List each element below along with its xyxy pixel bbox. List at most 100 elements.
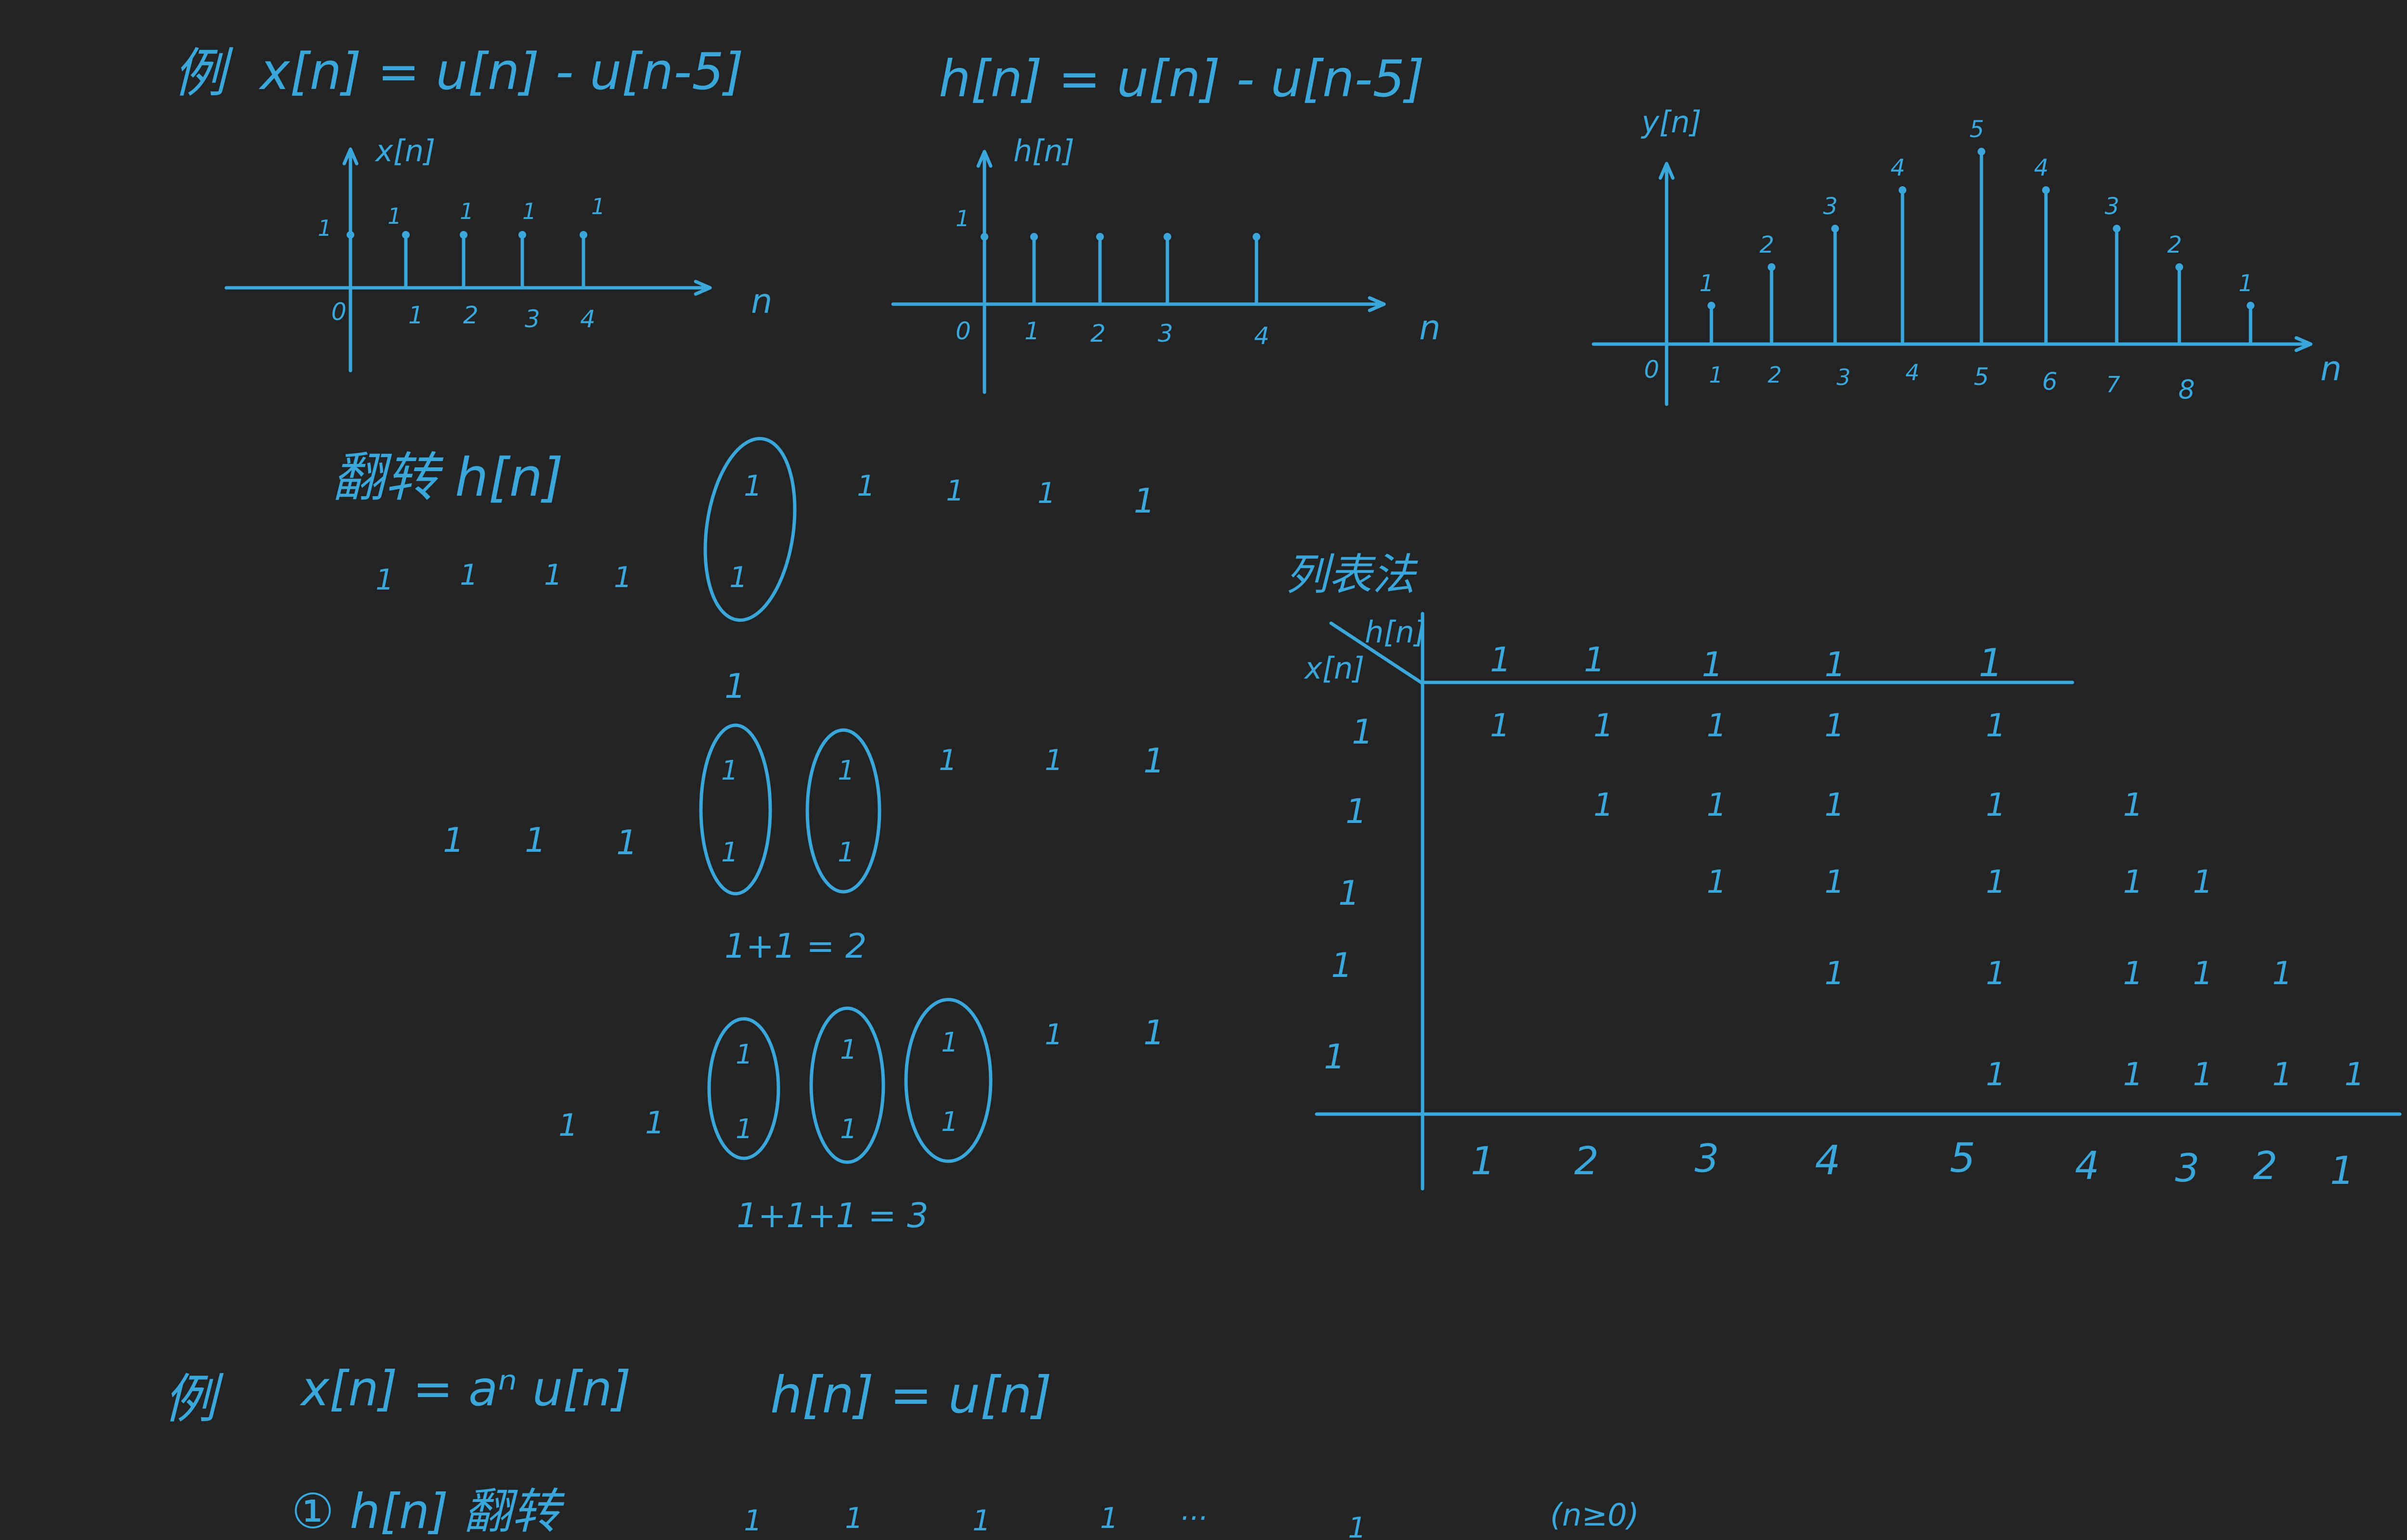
plot-y-value-label: 2: [1760, 231, 1774, 258]
example2-label: 例: [164, 1368, 224, 1430]
table-product-cell: 1: [1825, 786, 1845, 823]
plot-h-axis-arrow: [1368, 296, 1386, 312]
table-method: 列表法 h[n] x[n] 1 1 1 1 1 1 1 1 1 1 1 1 1 1 1 1…: [1285, 550, 2402, 1193]
table-left-cell: 1: [1346, 792, 1367, 831]
flip-row2-ellipse-1-top: 1: [721, 755, 738, 786]
table-bottom-cell: 2: [2253, 1143, 2278, 1188]
plot-y-stem-dot: [2042, 186, 2050, 194]
flip-row1-overlap-bottom: 1: [729, 561, 748, 594]
flip-row3-ellipse-2: [809, 1006, 885, 1164]
example2-step: ① h[n] 翻转: [291, 1483, 565, 1540]
plot-y-tick: 7: [2106, 372, 2120, 398]
example2-condition: (n≥0): [1550, 1498, 1639, 1533]
flip-row3-ellipse-3: [904, 998, 993, 1163]
flip-row1-right-4: 1: [1134, 481, 1155, 521]
plot-y-value-label: 5: [1969, 116, 1984, 143]
table-bottom-cell: 4: [1815, 1137, 1840, 1184]
example1-h-definition: h[n] = u[n] - u[n-5]: [939, 50, 1424, 108]
plot-h-stem-dot: [1253, 233, 1260, 241]
table-product-cell: 1: [1986, 707, 2006, 744]
plot-y-value-label: 2: [2167, 231, 2182, 258]
flip-row2-ellipse-2-top: 1: [838, 755, 855, 786]
flip-row3-sum: 1+1+1 = 3: [737, 1196, 929, 1235]
plot-h-value-label: 1: [956, 205, 970, 231]
table-product-cell: 1: [2272, 955, 2292, 992]
plot-x-stem-dot: [347, 231, 354, 239]
plot-h-tick: 2: [1090, 320, 1106, 347]
plot-y-zero: 0: [1644, 356, 1659, 384]
flip-row2-left-1: 1: [443, 821, 465, 860]
plot-y-value-label: 4: [1890, 154, 1905, 181]
flip-row1-left-2: 1: [460, 558, 478, 592]
example2-seq-item: 1: [972, 1504, 991, 1538]
table-header-cell: 1: [1584, 640, 1605, 680]
plot-y-stem-dot: [1708, 302, 1715, 309]
flip-row3-ellipse-3-bottom: 1: [941, 1106, 958, 1138]
table-corner-h: h[n]: [1365, 615, 1426, 650]
table-product-cell: 1: [1986, 863, 2006, 900]
table-product-cell: 1: [1707, 707, 1727, 744]
example2-seq-item: 1: [744, 1504, 762, 1538]
plot-y-tick: 5: [1974, 363, 1989, 391]
table-product-cell: 1: [1825, 707, 1845, 744]
flip-row1-right-1: 1: [857, 469, 875, 503]
plot-y-value-label: 3: [2105, 193, 2120, 220]
table-product-cell: 1: [1986, 1056, 2006, 1093]
plot-y-stem-dot: [2247, 302, 2254, 309]
table-product-cell: 1: [2344, 1056, 2365, 1093]
plot-h-ylabel: h[n]: [1013, 133, 1074, 168]
plot-y-xlabel: n: [2320, 349, 2342, 388]
flip-row3-ellipse-2-top: 1: [840, 1034, 857, 1065]
plot-y-tick: 2: [1768, 362, 1782, 388]
table-product-cell: 1: [2123, 786, 2143, 823]
table-product-cell: 1: [2123, 955, 2143, 992]
flip-row1-right-3: 1: [1037, 476, 1056, 510]
plot-y-stem-dot: [1768, 263, 1775, 271]
flip-row3-ellipse-1-top: 1: [736, 1039, 753, 1070]
plot-y-tick: 3: [1837, 364, 1851, 390]
table-corner-x: x[n]: [1304, 651, 1364, 686]
table-product-cell: 1: [1986, 786, 2006, 823]
flip-row2-right-2: 1: [1045, 744, 1063, 777]
flip-row1-right-2: 1: [946, 474, 964, 508]
plot-y-yaxis-arrow: [1658, 162, 1675, 180]
example2-seq-ellipsis: ···: [1179, 1502, 1207, 1535]
table-header-cell: 1: [1825, 645, 1846, 684]
plot-y-stem-dot: [1978, 148, 1985, 155]
flip-row3-ellipse-1-bottom: 1: [736, 1114, 753, 1145]
plot-x-value-label: 1: [591, 193, 605, 219]
plot-y-tick: 4: [1905, 359, 1919, 385]
example2-seq-item: 1: [1100, 1502, 1118, 1535]
table-bottom-cell: 1: [2330, 1148, 2355, 1193]
example1-x-definition: x[n] = u[n] - u[n-5]: [259, 42, 744, 101]
plot-y: y[n] n 0 1 2 3 4 5 6 7 8 1 2 3 4 5 4 3 2 1: [1592, 104, 2342, 406]
plot-y-value-label: 3: [1823, 193, 1838, 220]
plot-x-stem-dot: [460, 231, 467, 239]
plot-h: h[n] n 0 1 2 3 4 1: [891, 133, 1440, 394]
plot-x-zero: 0: [331, 298, 347, 326]
plot-y-tick: 8: [2178, 374, 2195, 405]
table-left-cell: 1: [1338, 873, 1360, 913]
plot-x-tick: 3: [525, 305, 540, 333]
table-product-cell: 1: [1825, 863, 1845, 900]
table-bottom-cell: 2: [1574, 1139, 1599, 1183]
table-product-cell: 1: [1986, 955, 2006, 992]
table-left-cell: 1: [1331, 946, 1353, 985]
flip-row3-right-1: 1: [1045, 1018, 1063, 1052]
plot-h-tick: 3: [1158, 320, 1173, 347]
table-bottom-cell: 3: [2175, 1146, 2200, 1191]
flip-row2-left-2: 1: [525, 821, 546, 860]
plot-h-zero: 0: [956, 317, 971, 345]
table-product-cell: 1: [2193, 863, 2213, 900]
table-header-cell: 1: [1702, 645, 1723, 684]
table-product-cell: 1: [2123, 1056, 2143, 1093]
plot-x-xlabel: n: [751, 282, 772, 321]
flip-row3-right-2: 1: [1143, 1013, 1165, 1052]
plot-x-ylabel: x[n]: [375, 133, 435, 168]
plot-h-stem-dot: [1030, 233, 1038, 241]
flip-row3-ellipse-3-top: 1: [941, 1027, 958, 1058]
plot-h-tick: 4: [1254, 322, 1269, 350]
plot-y-ylabel: y[n]: [1641, 104, 1701, 140]
plot-x-value-label: 1: [460, 198, 474, 224]
